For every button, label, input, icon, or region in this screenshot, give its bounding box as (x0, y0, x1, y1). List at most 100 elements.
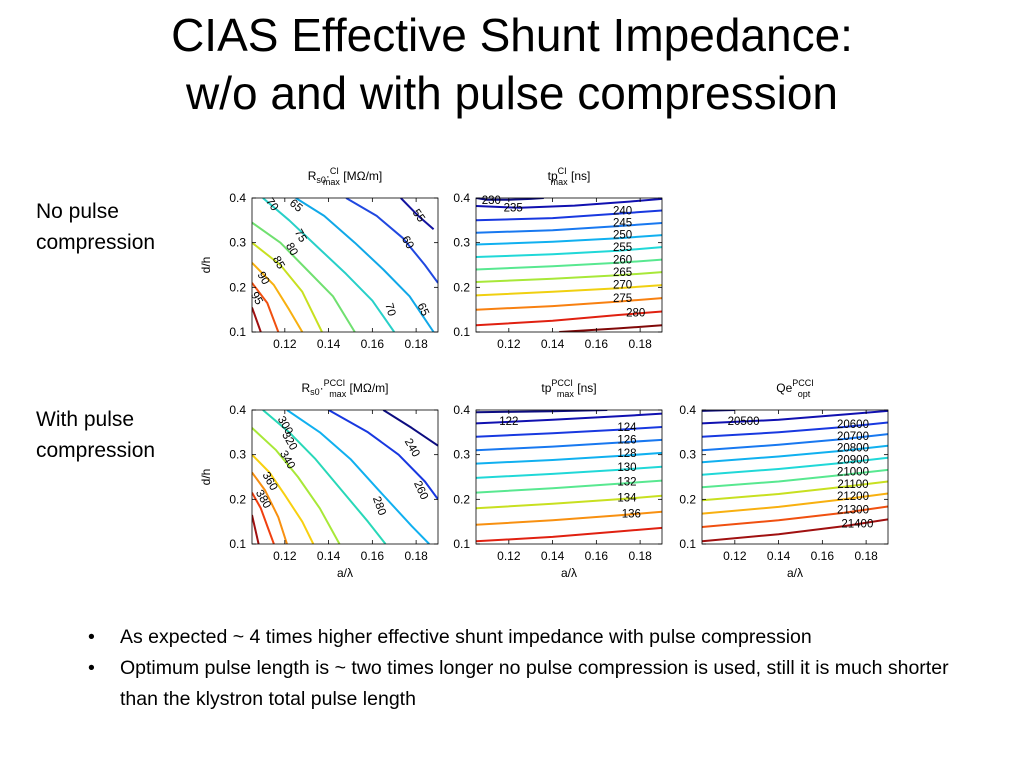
slide-title-line1: CIAS Effective Shunt Impedance: (171, 9, 853, 61)
contour-line-270 (476, 284, 662, 297)
x-tick-label: 0.12 (497, 549, 521, 563)
y-tick-label: 0.1 (229, 325, 246, 339)
contour-label: 340 (277, 449, 297, 472)
y-tick-label: 0.2 (229, 280, 246, 294)
y-axis-label: d/h (199, 469, 213, 486)
x-tick-label: 0.14 (541, 337, 565, 351)
contour-label: 60 (399, 234, 416, 251)
contour-line-20600 (702, 421, 888, 438)
contour-group (252, 410, 438, 544)
contour-line-128 (476, 451, 662, 465)
chart-title: Rs0·CI max [MΩ/m] (308, 166, 383, 187)
x-tick-label: 0.16 (361, 337, 385, 351)
y-tick-label: 0.1 (229, 537, 246, 551)
chart-title: tpCI max [ns] (548, 166, 591, 187)
row-label-line: compression (36, 439, 156, 462)
contour-line-20700 (702, 433, 888, 452)
contour-line-20800 (702, 444, 888, 464)
x-tick-label: 0.18 (404, 549, 428, 563)
contour-line-138 (476, 526, 662, 543)
x-axis-label: a/λ (787, 566, 803, 580)
contour-line-265 (476, 271, 662, 283)
contour-line-132 (476, 479, 662, 494)
x-tick-label: 0.16 (585, 549, 609, 563)
contour-label: 21100 (837, 479, 868, 491)
x-tick-label: 0.16 (811, 549, 835, 563)
contour-line-220 (382, 410, 438, 447)
contour-label: 21200 (837, 491, 869, 503)
contour-line-21000 (702, 468, 888, 489)
contour-label: 230 (482, 195, 501, 207)
contour-label: 65 (287, 197, 305, 214)
contour-label: 280 (626, 307, 645, 319)
contour-line-260 (476, 258, 662, 271)
contour-line-55 (400, 198, 435, 231)
x-tick-label: 0.12 (723, 549, 747, 563)
contour-line-340 (252, 471, 288, 544)
x-tick-label: 0.12 (273, 549, 297, 563)
contour-label: 20600 (837, 419, 869, 431)
contour-group (476, 198, 662, 332)
contour-label: 126 (617, 434, 636, 446)
contour-line-360 (252, 492, 275, 544)
contour-label: 132 (617, 476, 636, 488)
contour-line-80 (252, 241, 323, 332)
axes-frame (251, 409, 439, 545)
x-tick-label: 0.16 (361, 549, 385, 563)
row-label-line: compression (36, 231, 156, 254)
contour-label: 21000 (837, 467, 869, 479)
axes-frame (251, 197, 439, 333)
contour-label: 255 (613, 242, 632, 254)
x-tick-label: 0.18 (628, 337, 652, 351)
contour-label: 21400 (841, 518, 873, 530)
x-tick-label: 0.12 (273, 337, 297, 351)
x-tick-label: 0.16 (585, 337, 609, 351)
contour-line-60 (345, 198, 438, 284)
contour-label: 124 (617, 422, 637, 434)
contour-line-275 (476, 297, 662, 311)
slide-title: CIAS Effective Shunt Impedance: w/o and … (0, 6, 1024, 122)
contour-label: 122 (499, 416, 518, 428)
contour-line-260 (286, 410, 430, 544)
y-tick-label: 0.4 (453, 191, 470, 205)
contour-label: 320 (279, 430, 299, 453)
contour-label: 240 (613, 205, 632, 217)
contour-line-285 (559, 324, 662, 332)
contour-line-75 (252, 221, 356, 332)
contour-label: 275 (613, 293, 632, 305)
contour-label: 70 (382, 302, 397, 317)
contour-label: 265 (613, 267, 632, 279)
x-tick-label: 0.18 (628, 549, 652, 563)
contour-line-380 (252, 514, 260, 544)
bullet-item: Optimum pulse length is ~ two times long… (88, 653, 988, 715)
y-tick-label: 0.4 (229, 403, 246, 417)
x-tick-label: 0.18 (404, 337, 428, 351)
contour-group (476, 410, 662, 543)
contour-label: 20800 (837, 442, 869, 454)
y-tick-label: 0.3 (679, 448, 696, 462)
contour-label: 55 (410, 207, 427, 224)
x-tick-label: 0.14 (317, 337, 341, 351)
row-label-no-compression: No pulse compression (36, 196, 155, 258)
y-tick-label: 0.2 (229, 492, 246, 506)
contour-label: 260 (613, 255, 632, 267)
y-axis-label: d/h (199, 257, 213, 274)
contour-label: 240 (402, 437, 422, 460)
contour-line-250 (476, 234, 662, 246)
slide-title-line2: w/o and with pulse compression (186, 67, 838, 119)
contour-line-20900 (702, 456, 888, 476)
contour-line-122 (476, 412, 662, 425)
y-tick-label: 0.1 (453, 537, 470, 551)
contour-label: 85 (270, 254, 287, 271)
contour-line-21400 (702, 518, 888, 543)
x-tick-label: 0.12 (497, 337, 521, 351)
axes-frame (475, 409, 663, 545)
contour-label: 245 (613, 217, 632, 229)
contour-line-136 (476, 510, 662, 526)
row-label-with-compression: With pulse compression (36, 404, 155, 466)
chart-rs0-with-compression: Rs0·PCCI max [MΩ/m]2402602803003203403603… (199, 378, 439, 580)
contour-line-65 (295, 198, 435, 332)
contour-line-126 (476, 438, 662, 452)
contour-line-21300 (702, 505, 888, 528)
